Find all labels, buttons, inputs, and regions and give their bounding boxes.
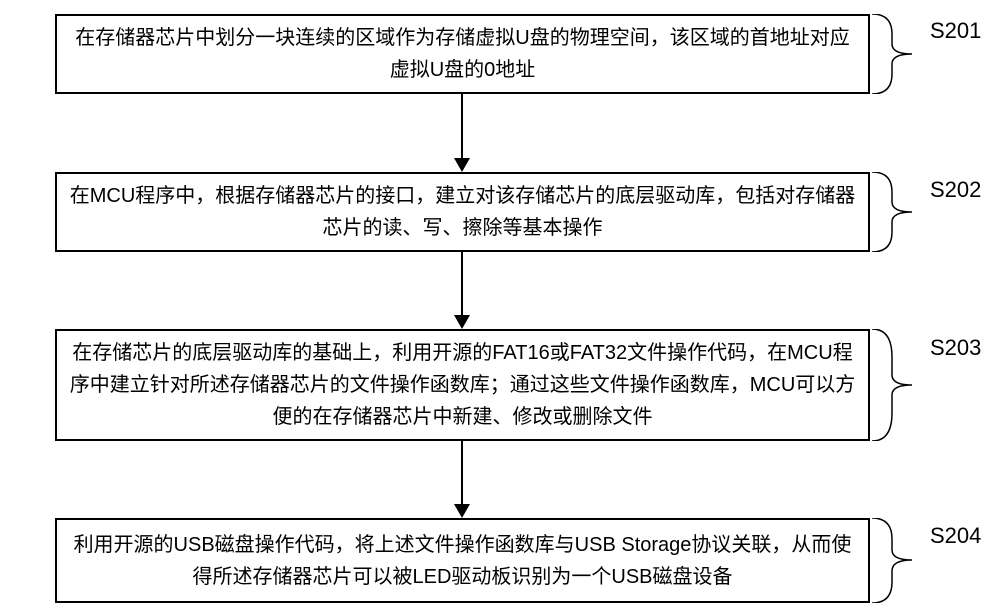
- arrow-3-4-head: [454, 504, 470, 518]
- brace-1: [872, 14, 922, 94]
- step-label-3: S203: [930, 335, 981, 361]
- step-box-3: 在存储芯片的底层驱动库的基础上，利用开源的FAT16或FAT32文件操作代码，在…: [55, 329, 870, 441]
- step-box-2: 在MCU程序中，根据存储器芯片的接口，建立对该存储芯片的底层驱动库，包括对存储器…: [55, 172, 870, 252]
- step-label-1: S201: [930, 18, 981, 44]
- brace-4: [872, 518, 922, 603]
- step-label-2-text: S202: [930, 177, 981, 202]
- step-text-1: 在存储器芯片中划分一块连续的区域作为存储虚拟U盘的物理空间，该区域的首地址对应虚…: [69, 22, 856, 86]
- step-label-4: S204: [930, 523, 981, 549]
- arrow-1-2-head: [454, 158, 470, 172]
- flowchart-diagram: 在存储器芯片中划分一块连续的区域作为存储虚拟U盘的物理空间，该区域的首地址对应虚…: [0, 0, 1000, 614]
- step-box-1: 在存储器芯片中划分一块连续的区域作为存储虚拟U盘的物理空间，该区域的首地址对应虚…: [55, 14, 870, 94]
- arrow-3-4-line: [461, 441, 463, 504]
- step-box-4: 利用开源的USB磁盘操作代码，将上述文件操作函数库与USB Storage协议关…: [55, 518, 870, 603]
- arrow-2-3-line: [461, 252, 463, 315]
- arrow-2-3-head: [454, 315, 470, 329]
- step-label-3-text: S203: [930, 335, 981, 360]
- step-text-4: 利用开源的USB磁盘操作代码，将上述文件操作函数库与USB Storage协议关…: [69, 529, 856, 593]
- step-text-3: 在存储芯片的底层驱动库的基础上，利用开源的FAT16或FAT32文件操作代码，在…: [69, 337, 856, 433]
- step-label-2: S202: [930, 177, 981, 203]
- step-text-2: 在MCU程序中，根据存储器芯片的接口，建立对该存储芯片的底层驱动库，包括对存储器…: [69, 180, 856, 244]
- brace-3: [872, 329, 922, 441]
- arrow-1-2-line: [461, 94, 463, 158]
- step-label-1-text: S201: [930, 18, 981, 43]
- step-label-4-text: S204: [930, 523, 981, 548]
- brace-2: [872, 172, 922, 252]
